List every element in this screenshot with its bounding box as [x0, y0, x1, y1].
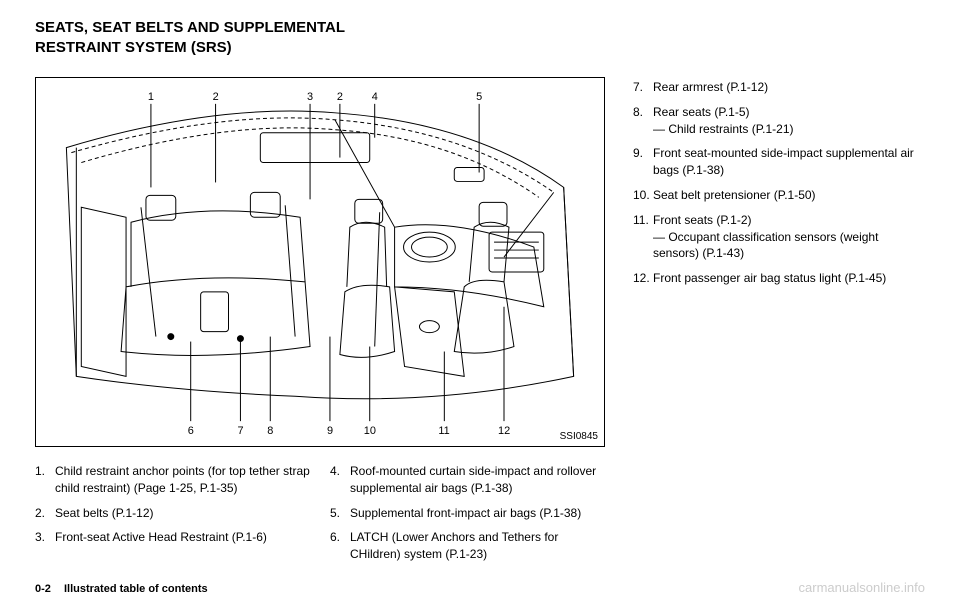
content-row: 1 2 3 2 4 5 6 7 8 9 10 11 12 SSI0845 1.	[35, 77, 925, 571]
footer-label: Illustrated table of contents	[64, 583, 208, 595]
list-item: 11. Front seats (P.1-2) — Occupant class…	[633, 212, 925, 262]
item-text: Front-seat Active Head Restraint (P.1-6)	[55, 529, 267, 546]
callout-top-6: 5	[476, 91, 482, 103]
figure-box: 1 2 3 2 4 5 6 7 8 9 10 11 12 SSI0845	[35, 77, 605, 447]
item-body: Rear seats (P.1-5) — Child restraints (P…	[653, 104, 794, 138]
item-text: Roof-mounted curtain side-impact and rol…	[350, 463, 605, 497]
list-item: 2. Seat belts (P.1-12)	[35, 505, 310, 522]
list-item: 5. Supplemental front-impact air bags (P…	[330, 505, 605, 522]
item-num: 9.	[633, 145, 653, 179]
list-item: 9. Front seat-mounted side-impact supple…	[633, 145, 925, 179]
item-num: 6.	[330, 529, 350, 563]
callout-bot-2: 7	[237, 425, 243, 437]
callout-bot-7: 12	[498, 425, 510, 437]
callout-top-5: 4	[372, 91, 378, 103]
watermark: carmanualsonline.info	[799, 580, 925, 595]
item-text: Supplemental front-impact air bags (P.1-…	[350, 505, 581, 522]
item-text: Seat belt pretensioner (P.1-50)	[653, 187, 816, 204]
list-item: 1. Child restraint anchor points (for to…	[35, 463, 310, 497]
callout-bot-4: 9	[327, 425, 333, 437]
item-body: Front seats (P.1-2) — Occupant classific…	[653, 212, 925, 262]
callout-bot-6: 11	[438, 425, 449, 437]
list-item: 12. Front passenger air bag status light…	[633, 270, 925, 287]
callout-top-1: 1	[148, 91, 154, 103]
item-num: 4.	[330, 463, 350, 497]
item-num: 12.	[633, 270, 653, 287]
list-item: 10. Seat belt pretensioner (P.1-50)	[633, 187, 925, 204]
item-num: 1.	[35, 463, 55, 497]
item-text: Front seat-mounted side-impact supplemen…	[653, 145, 925, 179]
item-num: 7.	[633, 79, 653, 96]
list-item: 7. Rear armrest (P.1-12)	[633, 79, 925, 96]
item-num: 10.	[633, 187, 653, 204]
item-num: 11.	[633, 212, 653, 262]
item-text: Child restraint anchor points (for top t…	[55, 463, 310, 497]
left-column: 1 2 3 2 4 5 6 7 8 9 10 11 12 SSI0845 1.	[35, 77, 605, 571]
figure-code: SSI0845	[560, 431, 598, 442]
callout-bot-3: 8	[267, 425, 273, 437]
legend-two-col: 1. Child restraint anchor points (for to…	[35, 463, 605, 571]
item-text: Front passenger air bag status light (P.…	[653, 270, 886, 287]
callout-bot-5: 10	[364, 425, 376, 437]
legend-col-1: 1. Child restraint anchor points (for to…	[35, 463, 310, 571]
heading-line2: RESTRAINT SYSTEM (SRS)	[35, 38, 925, 58]
item-sub: — Occupant classification sensors (weigh…	[653, 230, 878, 261]
section-heading: SEATS, SEAT BELTS AND SUPPLEMENTAL RESTR…	[35, 18, 925, 57]
item-num: 8.	[633, 104, 653, 138]
callout-top-4: 2	[337, 91, 343, 103]
item-text: Rear seats (P.1-5)	[653, 105, 750, 119]
item-num: 3.	[35, 529, 55, 546]
item-text: LATCH (Lower Anchors and Tethers for CHi…	[350, 529, 605, 563]
list-item: 6. LATCH (Lower Anchors and Tethers for …	[330, 529, 605, 563]
item-num: 5.	[330, 505, 350, 522]
item-num: 2.	[35, 505, 55, 522]
interior-diagram: 1 2 3 2 4 5 6 7 8 9 10 11 12	[36, 78, 604, 446]
list-item: 4. Roof-mounted curtain side-impact and …	[330, 463, 605, 497]
callout-bot-1: 6	[188, 425, 194, 437]
legend-col-2: 4. Roof-mounted curtain side-impact and …	[330, 463, 605, 571]
callout-top-2: 2	[213, 91, 219, 103]
item-text: Rear armrest (P.1-12)	[653, 79, 768, 96]
page-number: 0-2	[35, 583, 51, 595]
list-item: 3. Front-seat Active Head Restraint (P.1…	[35, 529, 310, 546]
item-text: Seat belts (P.1-12)	[55, 505, 154, 522]
right-column: 7. Rear armrest (P.1-12) 8. Rear seats (…	[633, 77, 925, 571]
callout-top-3: 3	[307, 91, 313, 103]
heading-line1: SEATS, SEAT BELTS AND SUPPLEMENTAL	[35, 18, 925, 38]
item-text: Front seats (P.1-2)	[653, 213, 751, 227]
item-sub: — Child restraints (P.1-21)	[653, 122, 794, 136]
page-footer: 0-2 Illustrated table of contents	[35, 583, 208, 595]
list-item: 8. Rear seats (P.1-5) — Child restraints…	[633, 104, 925, 138]
